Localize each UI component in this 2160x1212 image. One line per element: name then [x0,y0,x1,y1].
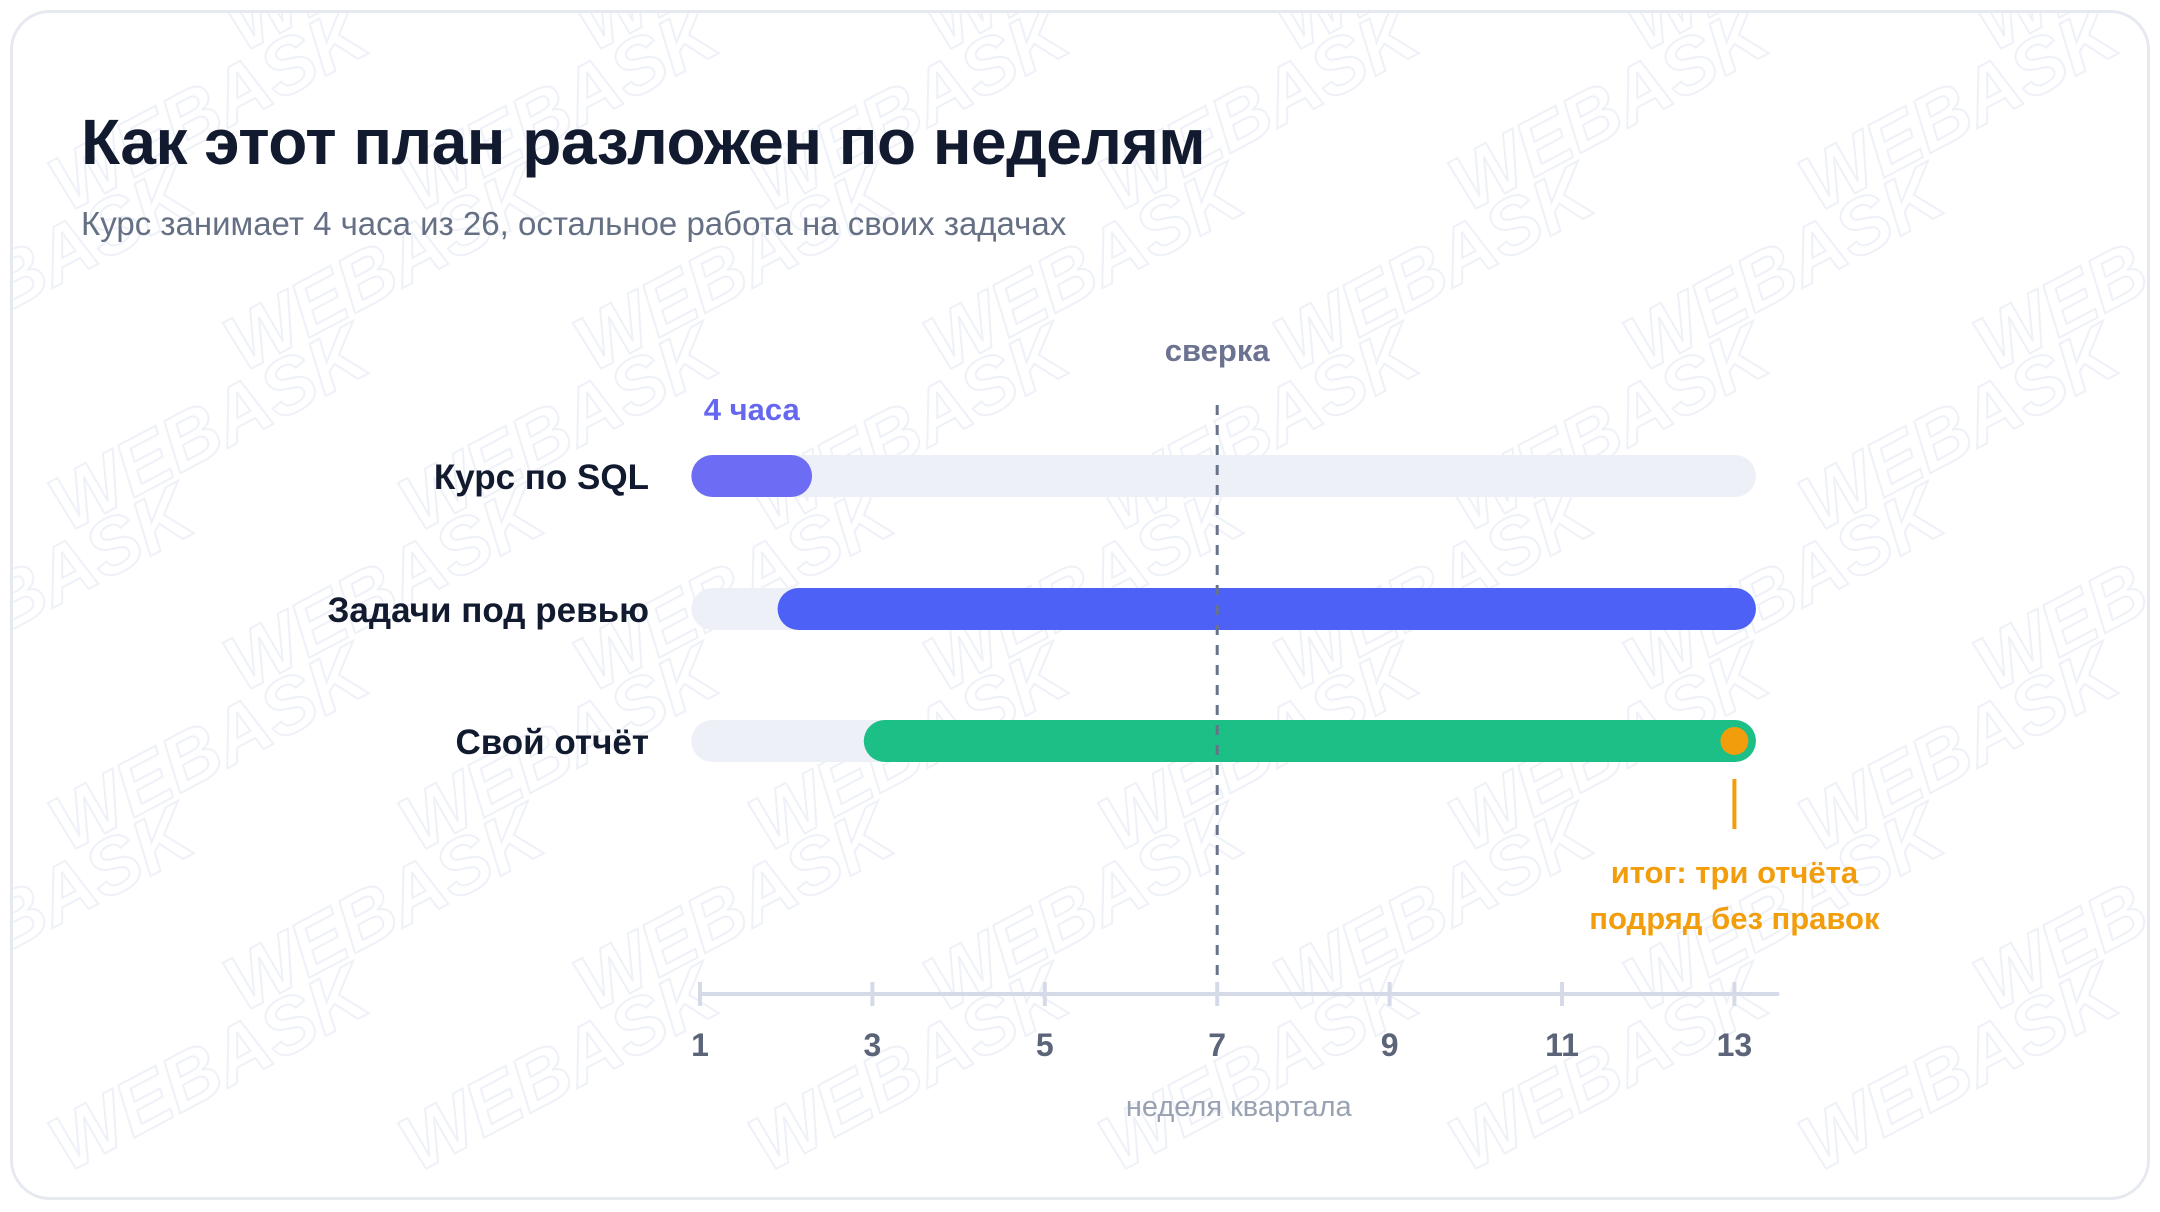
chart-card: WEBASK WEBASK WEBASK WEBASK WEBASK WEBASK WEBA… [10,10,2150,1200]
milestone-note-line: подряд без правок [1589,901,1880,936]
row-label: Свой отчёт [455,723,649,762]
milestone-dot [1720,727,1749,755]
bar-1 [691,455,813,497]
x-tick-label: 1 [691,1027,709,1063]
bar-track [691,455,1756,497]
x-tick-label: 11 [1545,1027,1579,1063]
bar-2 [777,588,1756,630]
x-tick-label: 9 [1381,1027,1399,1063]
milestone-note-line: итог: три отчёта [1611,855,1859,890]
x-tick-label: 13 [1717,1027,1753,1063]
x-tick-label: 3 [864,1027,882,1063]
bar-label: 4 часа [704,392,801,427]
row-label: Задачи под ревью [327,591,649,630]
bar-3 [863,720,1756,762]
marker-label: сверка [1165,333,1271,368]
x-axis-title: неделя квартала [1126,1091,1353,1123]
chart-title: Как этот план разложен по неделям [81,106,1206,178]
x-tick-label: 7 [1208,1027,1226,1063]
row-label: Курс по SQL [434,458,649,497]
chart-subtitle: Курс занимает 4 часа из 26, остальное ра… [81,205,1067,242]
x-tick-label: 5 [1036,1027,1054,1063]
